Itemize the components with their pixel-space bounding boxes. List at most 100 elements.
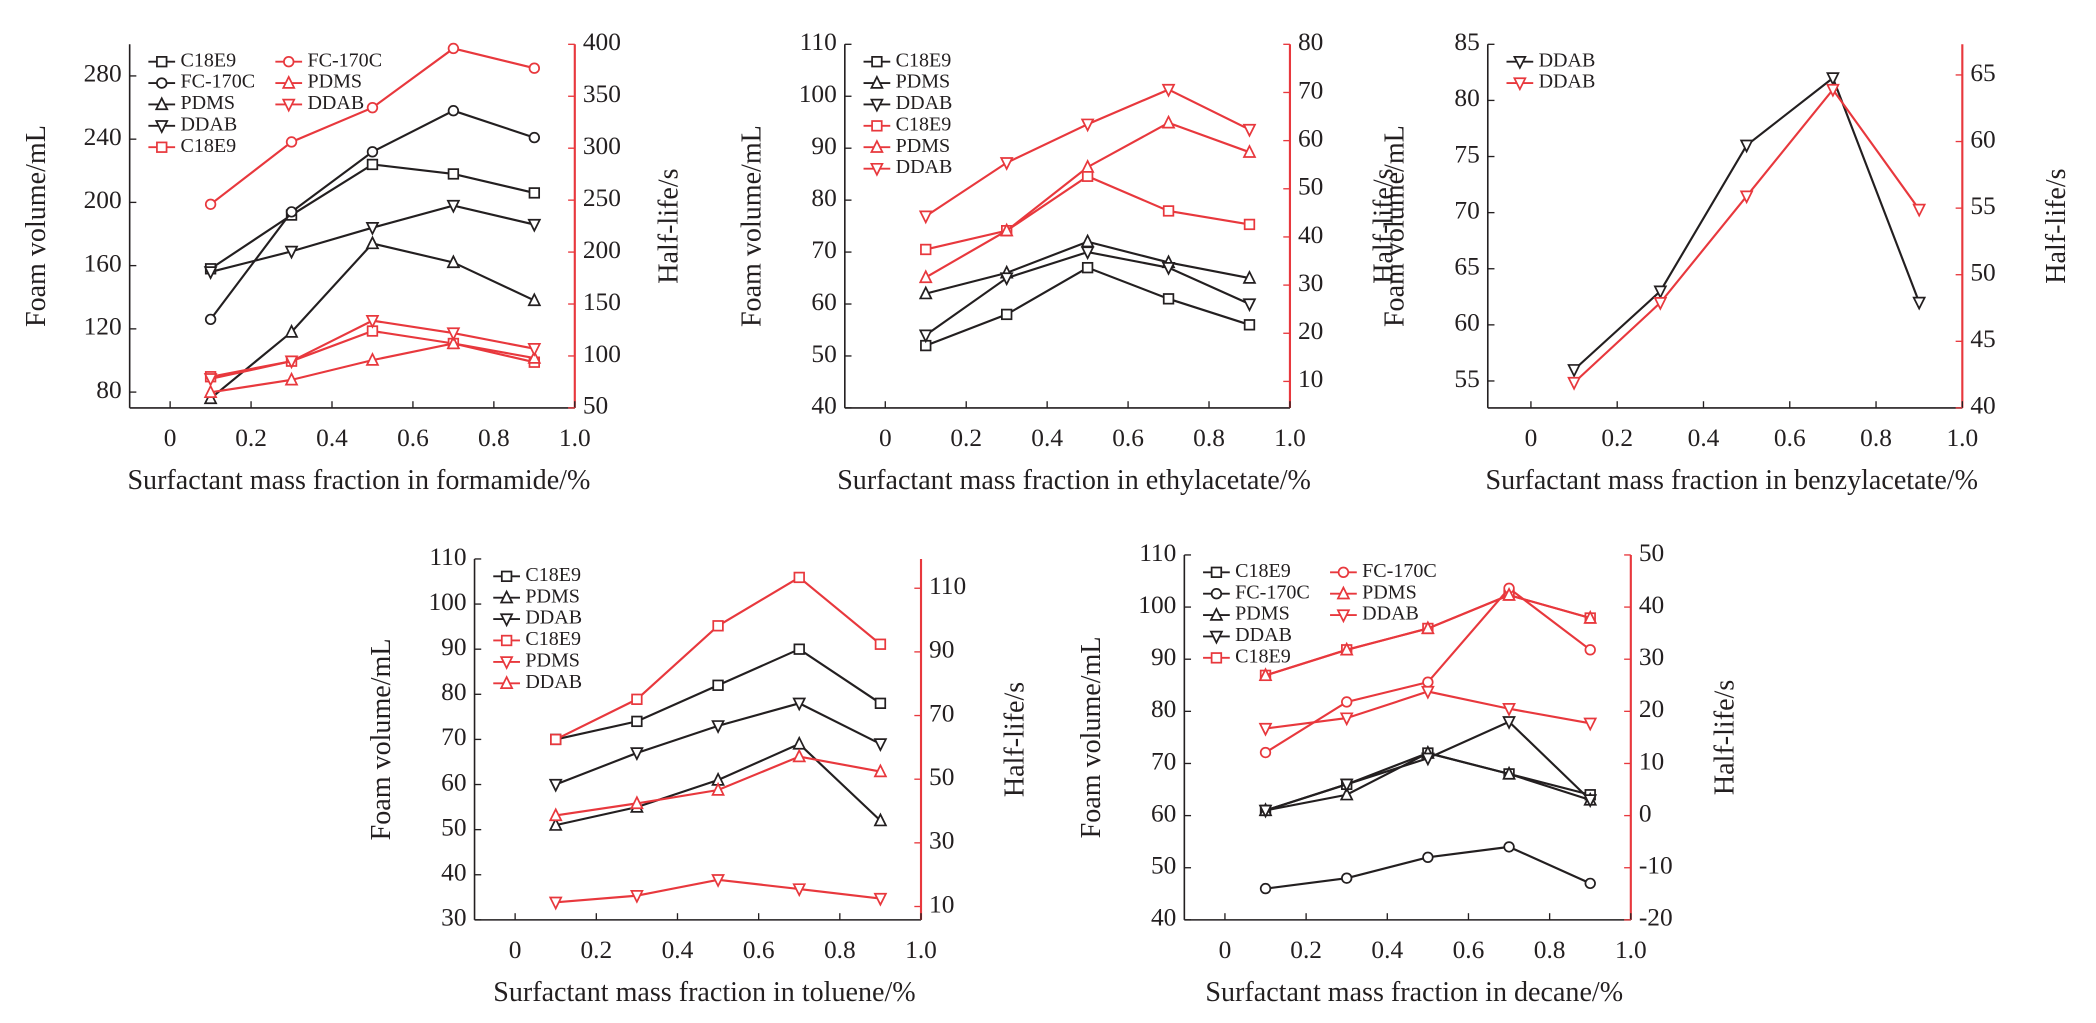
- y-tick-label: 50: [1151, 852, 1176, 880]
- x-tick-label: 0.8: [478, 424, 510, 452]
- y2-tick-label: 40: [1970, 392, 1995, 420]
- x-tick-label: 0.4: [316, 424, 348, 452]
- legend-marker: [156, 77, 168, 89]
- marker: [284, 355, 299, 370]
- legend-label: PDMS: [1235, 603, 1290, 625]
- x-tick-label: 0.2: [1290, 936, 1322, 964]
- legend-label: C18E9: [896, 49, 952, 71]
- legend-marker: [499, 675, 514, 689]
- y2-tick-label: 30: [929, 827, 954, 855]
- y-tick-label: 60: [1454, 309, 1479, 337]
- marker: [711, 781, 725, 796]
- marker: [920, 243, 932, 256]
- y2-tick-label: 50: [1298, 173, 1323, 201]
- y-tick-label: 90: [441, 633, 466, 661]
- legend-label: PDMS: [525, 649, 580, 671]
- marker: [204, 313, 217, 326]
- marker: [792, 697, 807, 712]
- marker: [1503, 841, 1515, 853]
- marker: [446, 327, 461, 342]
- legend-label: PDMS: [525, 585, 580, 607]
- legend-marker: [281, 74, 296, 89]
- y-tick-label: 160: [84, 249, 122, 277]
- y2-tick-label: 70: [1298, 76, 1323, 104]
- legend-marker: [283, 56, 295, 68]
- marker: [446, 254, 461, 269]
- x-tick-label: 1.0: [1274, 424, 1306, 452]
- marker: [1161, 261, 1176, 276]
- y-tick-label: 40: [1151, 904, 1176, 932]
- legend-marker: [1210, 588, 1223, 600]
- marker: [792, 883, 807, 898]
- marker: [1243, 319, 1256, 331]
- marker: [528, 131, 541, 144]
- y2-tick-label: 150: [583, 288, 621, 316]
- marker: [1242, 298, 1257, 313]
- marker: [1653, 285, 1668, 300]
- y2-tick-label: 50: [1970, 259, 1995, 287]
- y-tick-label: 40: [441, 859, 466, 887]
- y2-tick-label: 55: [1970, 192, 1995, 220]
- y-tick-label: 240: [84, 123, 122, 151]
- y-tick-label: 90: [811, 132, 836, 160]
- marker: [527, 343, 542, 357]
- x-tick-label: 0.2: [235, 424, 267, 452]
- y-tick-label: 85: [1454, 28, 1479, 56]
- marker: [1583, 609, 1598, 624]
- legend-label: DDAB: [525, 671, 582, 693]
- x-tick-label: 0.8: [824, 936, 856, 964]
- marker: [1912, 203, 1927, 218]
- y2-tick-label: 350: [583, 80, 621, 108]
- marker: [918, 285, 933, 300]
- y-tick-label: 200: [84, 186, 122, 214]
- legend-label: DDAB: [896, 156, 953, 178]
- legend-marker: [154, 96, 169, 111]
- y2-tick-label: 10: [1639, 747, 1664, 775]
- marker: [1422, 851, 1434, 863]
- marker: [203, 373, 218, 387]
- marker: [1080, 233, 1095, 248]
- marker: [527, 349, 542, 364]
- marker: [918, 269, 933, 284]
- y-tick-label: 70: [811, 236, 836, 264]
- marker: [1339, 778, 1354, 793]
- marker: [527, 218, 542, 233]
- y-tick-label: 50: [441, 813, 466, 841]
- y-tick-label: 120: [84, 313, 122, 341]
- marker: [874, 638, 887, 650]
- x-tick-label: 0.8: [1534, 936, 1566, 964]
- y2-tick-label: 250: [583, 184, 621, 212]
- legend-marker: [499, 656, 514, 670]
- marker: [873, 812, 888, 827]
- legend-marker: [870, 98, 884, 113]
- y-tick-label: 50: [811, 340, 836, 368]
- y-tick-label: 100: [1138, 591, 1176, 619]
- y2-tick-label: 50: [929, 763, 954, 791]
- y2-tick-label: 300: [583, 132, 621, 160]
- y2-axis-title: Half-life/s: [1369, 168, 1400, 283]
- x-tick-label: 0.6: [1774, 424, 1806, 452]
- marker: [1339, 786, 1354, 801]
- legend-marker: [1210, 652, 1223, 664]
- x-tick-label: 0.8: [1193, 424, 1225, 452]
- legend-label: FC-170C: [180, 71, 255, 93]
- marker: [550, 733, 562, 746]
- marker: [873, 763, 888, 778]
- marker: [203, 266, 218, 281]
- legend-marker: [154, 120, 169, 134]
- marker: [1081, 261, 1094, 274]
- marker: [631, 715, 643, 728]
- x-tick-label: 0.8: [1860, 424, 1892, 452]
- legend-label: C18E9: [180, 49, 236, 71]
- legend-label: C18E9: [525, 628, 581, 650]
- y2-tick-label: 10: [1298, 365, 1323, 393]
- y2-tick-label: 40: [1639, 591, 1664, 619]
- x-tick-label: 0.6: [397, 424, 429, 452]
- y-tick-label: 100: [428, 588, 466, 616]
- x-tick-label: 0.4: [1371, 936, 1403, 964]
- marker: [447, 42, 460, 55]
- marker: [1739, 190, 1754, 205]
- y2-tick-label: 60: [1970, 125, 1995, 153]
- marker: [630, 890, 644, 904]
